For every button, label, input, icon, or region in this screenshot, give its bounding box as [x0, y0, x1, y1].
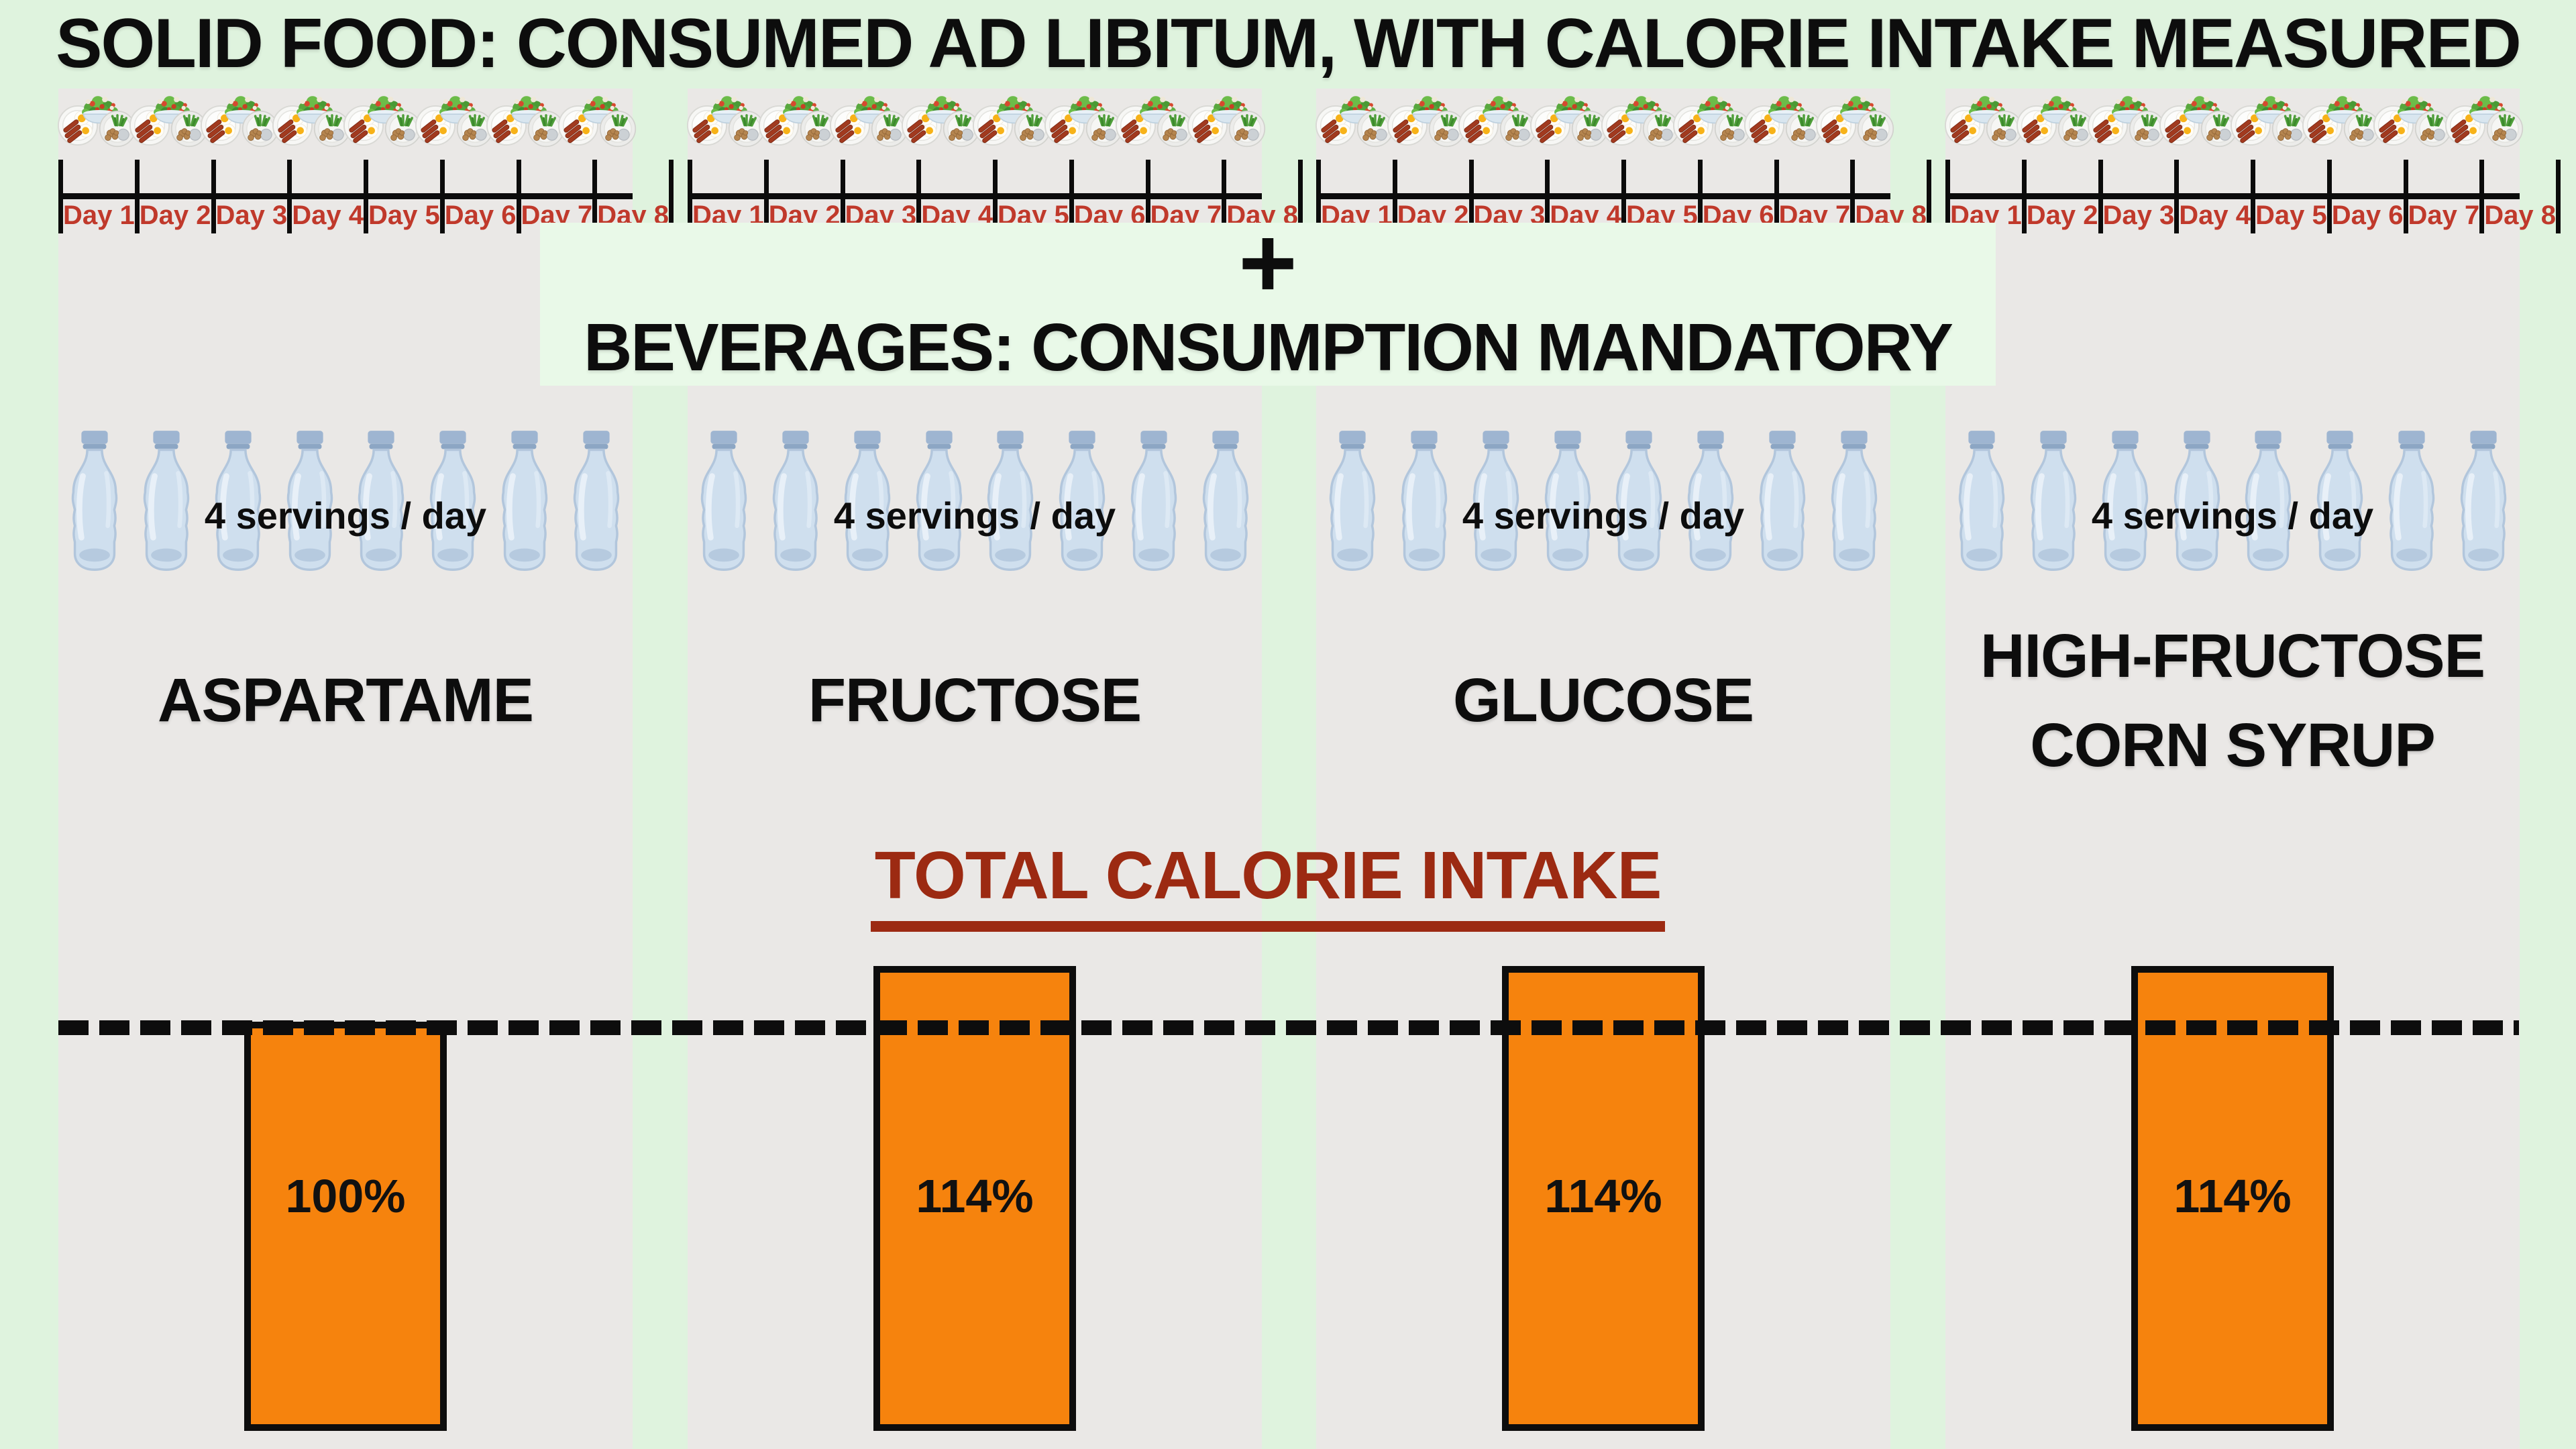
daily-meals-icon-group [60, 94, 131, 169]
calorie-intake-value: 114% [2174, 1170, 2292, 1222]
day-label: Day 7 [2408, 201, 2480, 230]
veggie-plate-icon [1857, 110, 1894, 148]
day-label: Day 3 [2102, 201, 2175, 230]
day-label: Day 1 [63, 201, 135, 230]
veggie-plate-icon [2486, 110, 2524, 148]
daily-meals-icon-group [1389, 94, 1461, 169]
daily-meals-icon-group [2375, 94, 2447, 169]
daily-meals-icon-group [1947, 94, 2019, 169]
solid-food-title: SOLID FOOD: CONSUMED AD LIBITUM, WITH CA… [56, 5, 2522, 83]
day-label: Day 4 [2179, 201, 2251, 230]
daily-meals-icon-group [560, 94, 632, 169]
daily-meals-icon-group [2304, 94, 2376, 169]
day-label: Day 2 [2026, 201, 2098, 230]
daily-meals-icon-group [1118, 94, 1189, 169]
day-label: Day 4 [292, 201, 364, 230]
timeline-axis [688, 193, 1262, 199]
servings-per-day-label: 4 servings / day [833, 494, 1116, 537]
timeline-axis [58, 193, 633, 199]
daily-meals-icon-group [488, 94, 560, 169]
daily-meals-icon-group [131, 94, 203, 169]
day-label: Day 6 [2331, 201, 2404, 230]
day-label: Day 8 [2484, 201, 2556, 230]
daily-meals-icon-group [689, 94, 761, 169]
day-label: Day 6 [444, 201, 517, 230]
day-label: Day 5 [2255, 201, 2327, 230]
calorie-intake-value: 100% [285, 1170, 406, 1222]
calorie-intake-bar: 114% [2131, 966, 2334, 1431]
group-name-label: HIGH-FRUCTOSE CORN SYRUP [1980, 621, 2485, 780]
group-name-label: FRUCTOSE [808, 666, 1142, 735]
beverages-band: + BEVERAGES: CONSUMPTION MANDATORY [540, 206, 1996, 386]
solid-food-icon-strip [688, 94, 1262, 169]
timeline-axis [1945, 193, 2520, 199]
calorie-intake-value: 114% [916, 1170, 1034, 1222]
solid-food-icon-strip [1945, 94, 2520, 169]
servings-per-day-label: 4 servings / day [1462, 494, 1745, 537]
daily-meals-icon-group [2019, 94, 2090, 169]
daily-meals-icon-group [2447, 94, 2519, 169]
calorie-intake-bar: 100% [244, 1022, 447, 1431]
day-label: Day 3 [215, 201, 288, 230]
daily-meals-icon-group [2090, 94, 2161, 169]
daily-meals-icon-group [274, 94, 346, 169]
veggie-plate-icon [1228, 110, 1266, 148]
servings-per-day-label: 4 servings / day [204, 494, 487, 537]
daily-meals-icon-group [1818, 94, 1890, 169]
calorie-intake-bar: 114% [873, 966, 1076, 1431]
daily-meals-icon-group [904, 94, 975, 169]
calorie-intake-value: 114% [1544, 1170, 1662, 1222]
daily-meals-icon-group [1189, 94, 1261, 169]
beverages-title: BEVERAGES: CONSUMPTION MANDATORY [584, 310, 1953, 385]
solid-food-icon-strip [58, 94, 633, 169]
daily-meals-icon-group [1603, 94, 1675, 169]
daily-meals-icon-group [1746, 94, 1818, 169]
day-timeline: Day 1 Day 2 Day 3 Day 4 Day 5 Day 6 Day 7 Day 8 [58, 160, 674, 233]
daily-meals-icon-group [1046, 94, 1118, 169]
reference-line-100pct [58, 1020, 2519, 1035]
daily-meals-icon-group [2161, 94, 2233, 169]
veggie-plate-icon [599, 110, 637, 148]
solid-food-icon-strip [1316, 94, 1890, 169]
daily-meals-icon-group [1532, 94, 1604, 169]
timeline-axis [1316, 193, 1890, 199]
group-panel-high-fructose-corn-syrup: Day 1 Day 2 Day 3 Day 4 Day 5 Day 6 Day 7 Day 8… [1945, 89, 2561, 1449]
group-name-label: GLUCOSE [1453, 666, 1754, 735]
plus-sign: + [1238, 206, 1297, 319]
servings-per-day-label: 4 servings / day [2091, 494, 2374, 537]
daily-meals-icon-group [975, 94, 1046, 169]
daily-meals-icon-group [761, 94, 833, 169]
group-name-label: ASPARTAME [157, 666, 534, 735]
daily-meals-icon-group [203, 94, 274, 169]
daily-meals-icon-group [345, 94, 417, 169]
calorie-intake-bar: 114% [1502, 966, 1705, 1431]
daily-meals-icon-group [1460, 94, 1532, 169]
day-timeline: Day 1 Day 2 Day 3 Day 4 Day 5 Day 6 Day 7 Day 8 [1945, 160, 2561, 233]
total-calorie-heading-wrap: TOTAL CALORIE INTAKE [540, 837, 1996, 932]
day-label: Day 5 [368, 201, 440, 230]
daily-meals-icon-group [1675, 94, 1747, 169]
day-label: Day 2 [139, 201, 211, 230]
total-calorie-intake-title: TOTAL CALORIE INTAKE [870, 837, 1666, 932]
daily-meals-icon-group [1318, 94, 1389, 169]
daily-meals-icon-group [2233, 94, 2304, 169]
daily-meals-icon-group [417, 94, 489, 169]
daily-meals-icon-group [832, 94, 904, 169]
group-panel-aspartame: Day 1 Day 2 Day 3 Day 4 Day 5 Day 6 Day 7 Day 8… [58, 89, 674, 1449]
